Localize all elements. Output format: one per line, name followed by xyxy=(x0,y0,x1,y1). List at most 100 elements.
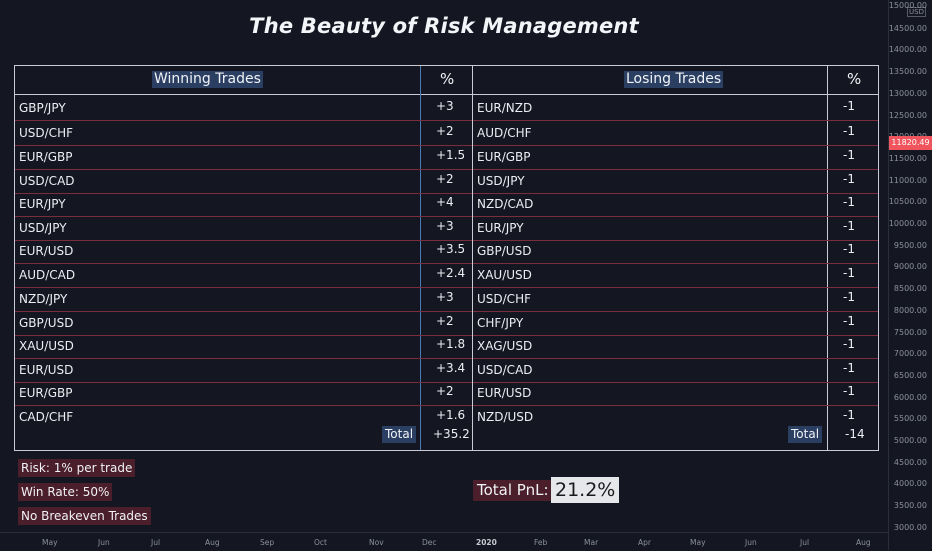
pair-cell: AUD/CAD xyxy=(19,268,76,282)
row-divider xyxy=(473,263,878,264)
pair-cell: EUR/USD xyxy=(19,244,74,258)
price-tick-label: 11000.00 xyxy=(888,175,927,185)
price-tick-label: 10500.00 xyxy=(888,197,927,207)
percent-cell: -1 xyxy=(843,219,855,233)
row-divider xyxy=(15,193,472,194)
percent-cell: -1 xyxy=(843,408,855,422)
table-row: EUR/GBP -1 xyxy=(473,145,878,168)
pair-cell: USD/CAD xyxy=(477,363,533,377)
table-row: EUR/NZD -1 xyxy=(473,96,878,119)
time-tick-label: Feb xyxy=(534,538,548,547)
table-row: NZD/JPY +3 xyxy=(15,287,472,310)
time-tick-label: Sep xyxy=(260,538,275,547)
table-row: XAG/USD -1 xyxy=(473,334,878,357)
price-tick-label: 8500.00 xyxy=(893,284,927,294)
row-divider xyxy=(15,287,472,288)
row-divider xyxy=(473,382,878,383)
table-row: EUR/GBP +2 xyxy=(15,381,472,404)
table-row: EUR/JPY -1 xyxy=(473,216,878,239)
total-pnl-label: Total PnL: xyxy=(473,480,553,501)
pair-cell: NZD/CAD xyxy=(477,197,534,211)
row-divider xyxy=(473,358,878,359)
table-row: CAD/CHF +1.6 xyxy=(15,405,472,428)
table-row: USD/CHF -1 xyxy=(473,287,878,310)
winning-header-row xyxy=(15,66,472,95)
percent-cell: +2 xyxy=(436,314,454,328)
row-divider xyxy=(473,311,878,312)
price-tick-label: 15000.00 xyxy=(888,1,927,10)
pair-cell: NZD/USD xyxy=(477,410,534,424)
table-row: USD/CHF +2 xyxy=(15,121,472,144)
winning-trades-header: Winning Trades xyxy=(152,71,263,88)
winning-pct-header: % xyxy=(440,70,455,88)
price-tick-label: 3500.00 xyxy=(893,501,927,511)
table-row: GBP/JPY +3 xyxy=(15,96,472,119)
table-row: EUR/USD +3.4 xyxy=(15,358,472,381)
percent-cell: +2 xyxy=(436,172,454,186)
currency-label[interactable]: USD xyxy=(907,7,926,17)
percent-cell: +3 xyxy=(436,290,454,304)
row-divider xyxy=(473,193,878,194)
losing-total-label: Total xyxy=(788,426,823,443)
row-divider xyxy=(15,240,472,241)
losing-header-row xyxy=(473,66,878,95)
time-tick-label: Aug xyxy=(205,538,220,547)
table-row: GBP/USD -1 xyxy=(473,239,878,262)
price-tick-label: 7500.00 xyxy=(893,327,927,337)
row-divider xyxy=(473,120,878,121)
table-row: EUR/USD +3.5 xyxy=(15,239,472,262)
pair-cell: EUR/GBP xyxy=(477,150,531,164)
percent-cell: -1 xyxy=(843,384,855,398)
percent-cell: -1 xyxy=(843,337,855,351)
percent-cell: +2 xyxy=(436,124,454,138)
pair-cell: USD/CHF xyxy=(19,126,73,140)
row-divider xyxy=(473,240,878,241)
row-divider xyxy=(15,382,472,383)
price-tick-label: 13000.00 xyxy=(888,88,927,98)
time-tick-label: May xyxy=(690,538,706,547)
pair-cell: USD/JPY xyxy=(477,174,525,188)
time-tick-label: May xyxy=(42,538,58,547)
table-row: XAU/USD -1 xyxy=(473,263,878,286)
time-tick-label: Jul xyxy=(151,538,161,547)
winning-trades-table: Winning Trades % GBP/JPY +3 USD/CHF +2 EUR/G… xyxy=(14,65,473,451)
breakeven-note: No Breakeven Trades xyxy=(18,507,151,525)
time-axis[interactable]: May Jun Jul Aug Sep Oct Nov Dec 2020 Feb Mar Apr May… xyxy=(0,532,888,551)
price-tick-label: 9500.00 xyxy=(893,240,927,250)
price-tick-label: 9000.00 xyxy=(893,262,927,272)
row-divider xyxy=(473,169,878,170)
table-row: NZD/USD -1 xyxy=(473,405,878,428)
percent-cell: +3.4 xyxy=(436,361,466,375)
table-row: AUD/CAD +2.4 xyxy=(15,263,472,286)
losing-trades-header: Losing Trades xyxy=(624,71,724,88)
percent-cell: -1 xyxy=(843,314,855,328)
row-divider xyxy=(15,311,472,312)
percent-cell: +4 xyxy=(436,195,454,209)
pair-cell: CHF/JPY xyxy=(477,316,524,330)
table-row: EUR/USD -1 xyxy=(473,381,878,404)
pair-cell: GBP/JPY xyxy=(19,101,66,115)
percent-cell: +3.5 xyxy=(436,242,466,256)
price-tick-label: 8000.00 xyxy=(893,305,927,315)
price-tick-label: 4500.00 xyxy=(893,457,927,467)
pair-cell: GBP/USD xyxy=(477,244,532,258)
winning-total-value: +35.2 xyxy=(433,427,470,441)
row-divider xyxy=(15,120,472,121)
pair-cell: EUR/JPY xyxy=(19,197,66,211)
price-tick-label: 11500.00 xyxy=(888,153,927,163)
row-divider xyxy=(15,358,472,359)
current-price-tag: 11820.49 xyxy=(889,136,932,150)
time-tick-label: Jul xyxy=(800,538,810,547)
row-divider xyxy=(473,216,878,217)
winning-total-label: Total xyxy=(382,426,417,443)
percent-cell: -1 xyxy=(843,124,855,138)
price-axis[interactable]: USD 15000.00 14500.00 14000.00 13500.00 1300… xyxy=(888,0,932,550)
table-row: XAU/USD +1.8 xyxy=(15,334,472,357)
pair-cell: USD/CHF xyxy=(477,292,531,306)
price-tick-label: 3000.00 xyxy=(893,522,927,532)
row-divider xyxy=(15,405,472,406)
table-row: USD/CAD +2 xyxy=(15,169,472,192)
pair-cell: XAU/USD xyxy=(19,339,74,353)
win-rate-note: Win Rate: 50% xyxy=(18,483,113,501)
table-row: USD/CAD -1 xyxy=(473,358,878,381)
